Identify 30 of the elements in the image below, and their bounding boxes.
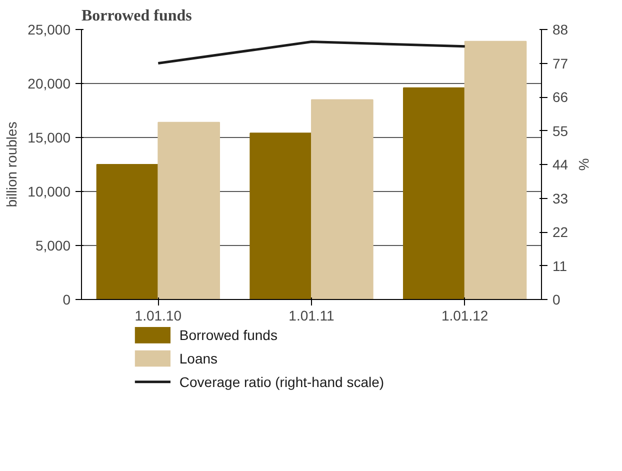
y-tick-label: 0: [62, 292, 71, 308]
y2-tick-label: 33: [552, 190, 568, 206]
y2-tick-label: 44: [552, 156, 568, 172]
bar: [311, 99, 374, 300]
y-axis-title: billion roubles: [4, 122, 20, 208]
legend-label: Borrowed funds: [179, 327, 278, 344]
y2-tick-label: 22: [552, 224, 568, 240]
y2-tick-label: 88: [552, 22, 568, 38]
chart-title: Borrowed funds: [82, 8, 192, 24]
y2-tick-label: 0: [552, 292, 560, 308]
x-tick-label: 1.01.12: [441, 308, 488, 324]
y2-tick-label: 66: [552, 89, 568, 105]
y-tick-label: 5,000: [35, 238, 71, 254]
y-tick-label: 20,000: [28, 76, 71, 92]
bar: [96, 164, 159, 300]
x-tick-label: 1.01.11: [288, 308, 335, 324]
y-tick-label: 10,000: [28, 184, 71, 200]
y2-axis-title: %: [576, 158, 592, 171]
bar: [250, 132, 312, 300]
y2-tick-label: 11: [552, 258, 568, 274]
legend-label: Loans: [179, 350, 218, 366]
x-tick-label: 1.01.10: [134, 308, 182, 324]
bar: [403, 87, 466, 300]
y2-tick-label: 55: [552, 122, 568, 139]
y-tick-label: 25,000: [28, 22, 71, 38]
bar: [464, 40, 527, 300]
y2-tick-label: 77: [552, 55, 568, 72]
bar: [158, 122, 220, 300]
legend-label: Coverage ratio (right-hand scale): [179, 374, 384, 390]
y-tick-label: 15,000: [28, 130, 71, 146]
